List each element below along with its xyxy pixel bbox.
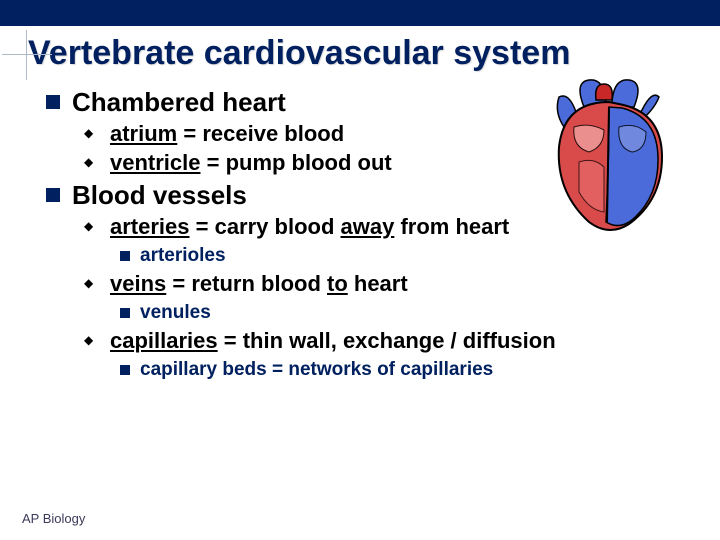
small-square-bullet-icon <box>120 365 130 375</box>
line-text: capillary beds = networks of capillaries <box>140 359 493 381</box>
heart-illustration <box>534 72 684 242</box>
line-text: venules <box>140 302 211 324</box>
small-square-bullet-icon <box>120 251 130 261</box>
top-bar <box>0 0 720 26</box>
line-text: veins = return blood to heart <box>110 271 408 297</box>
heading-text: Blood vessels <box>72 180 247 211</box>
line-text: arteries = carry blood away from heart <box>110 214 509 240</box>
line-text: capillaries = thin wall, exchange / diff… <box>110 328 556 354</box>
slide-title: Vertebrate cardiovascular system <box>0 26 720 75</box>
line-text: atrium = receive blood <box>110 121 344 147</box>
heading-text: Chambered heart <box>72 87 286 118</box>
subsubbullet-venules: venules <box>120 302 720 324</box>
small-square-bullet-icon <box>120 308 130 318</box>
square-bullet-icon <box>46 188 60 202</box>
subbullet-veins: veins = return blood to heart <box>84 271 720 297</box>
line-text: arterioles <box>140 245 226 267</box>
footer-label: AP Biology <box>22 511 85 526</box>
subsubbullet-capillary-beds: capillary beds = networks of capillaries <box>120 359 720 381</box>
line-text: ventricle = pump blood out <box>110 150 392 176</box>
subbullet-capillaries: capillaries = thin wall, exchange / diff… <box>84 328 720 354</box>
square-bullet-icon <box>46 95 60 109</box>
subsubbullet-arterioles: arterioles <box>120 245 720 267</box>
